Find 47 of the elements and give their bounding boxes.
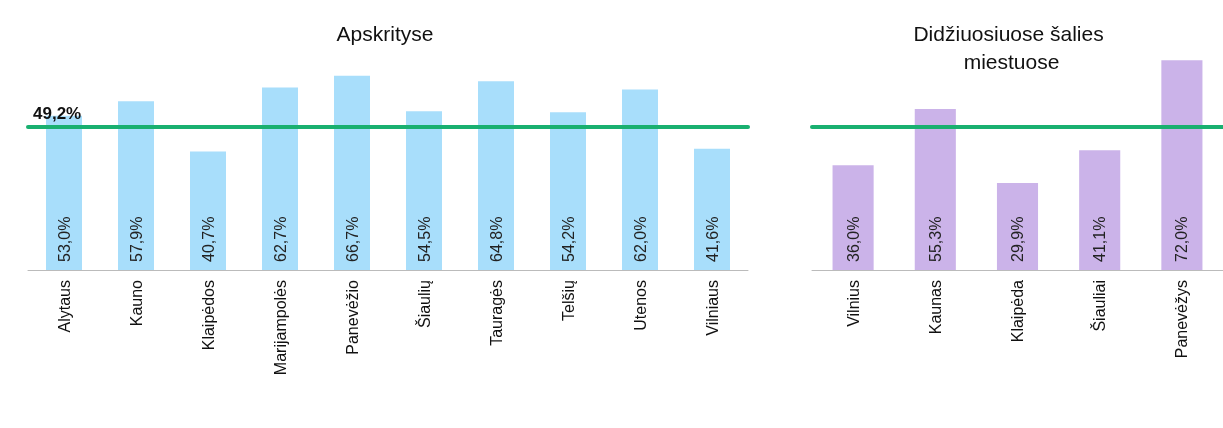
bar <box>550 112 586 270</box>
bar <box>622 89 658 270</box>
data-label: 54,2% <box>559 216 577 262</box>
ref-line-label: 49,2% <box>33 103 82 123</box>
data-label: 66,7% <box>343 216 361 262</box>
x-tick-label: Vilniaus <box>703 280 721 336</box>
data-label: 55,3% <box>926 216 944 262</box>
bar <box>262 87 298 270</box>
data-label: 62,7% <box>271 216 289 262</box>
x-tick-label: Tauragės <box>487 280 505 346</box>
bar <box>1161 60 1203 270</box>
chart-title: Apskrityse <box>336 21 434 45</box>
x-tick-label: Telšių <box>559 279 577 321</box>
data-label: 53,0% <box>55 216 73 262</box>
bar <box>190 151 226 270</box>
bar <box>406 111 442 270</box>
bar <box>1079 150 1121 270</box>
x-tick-label: Klaipėda <box>1009 279 1026 343</box>
data-label: 62,0% <box>631 216 649 262</box>
bar <box>694 148 730 270</box>
x-tick-label: Marijampolės <box>271 280 289 376</box>
data-label: 64,8% <box>487 216 505 262</box>
x-tick-label: Utenos <box>631 280 649 331</box>
x-tick-label: Vilnius <box>844 280 862 327</box>
chart-title: Didžiuosiuose šalies miestuose <box>913 21 1110 73</box>
bar <box>478 81 514 270</box>
data-label: 40,7% <box>199 216 217 262</box>
bar <box>334 75 370 270</box>
data-label: 41,6% <box>703 216 721 262</box>
x-tick-label: Panevėžys <box>1173 280 1191 359</box>
bar <box>118 101 154 270</box>
data-label: 36,0% <box>844 216 862 262</box>
x-tick-label: Alytaus <box>55 280 73 333</box>
bar <box>832 165 874 270</box>
x-tick-label: Kauno <box>127 279 145 327</box>
x-tick-label: Kaunas <box>926 280 944 335</box>
x-tick-label: Šiauliai <box>1090 280 1109 332</box>
bar <box>996 182 1039 270</box>
data-label: 57,9% <box>127 216 145 262</box>
x-tick-label: Panevėžio <box>343 279 361 355</box>
data-label: 72,0% <box>1173 216 1191 262</box>
x-tick-label: Šiaulių <box>414 279 433 329</box>
data-label: 41,1% <box>1091 216 1109 262</box>
bar <box>914 108 956 270</box>
data-label: 54,5% <box>415 216 433 262</box>
data-label: 29,9% <box>1009 216 1026 262</box>
x-tick-label: Klaipėdos <box>199 280 217 351</box>
